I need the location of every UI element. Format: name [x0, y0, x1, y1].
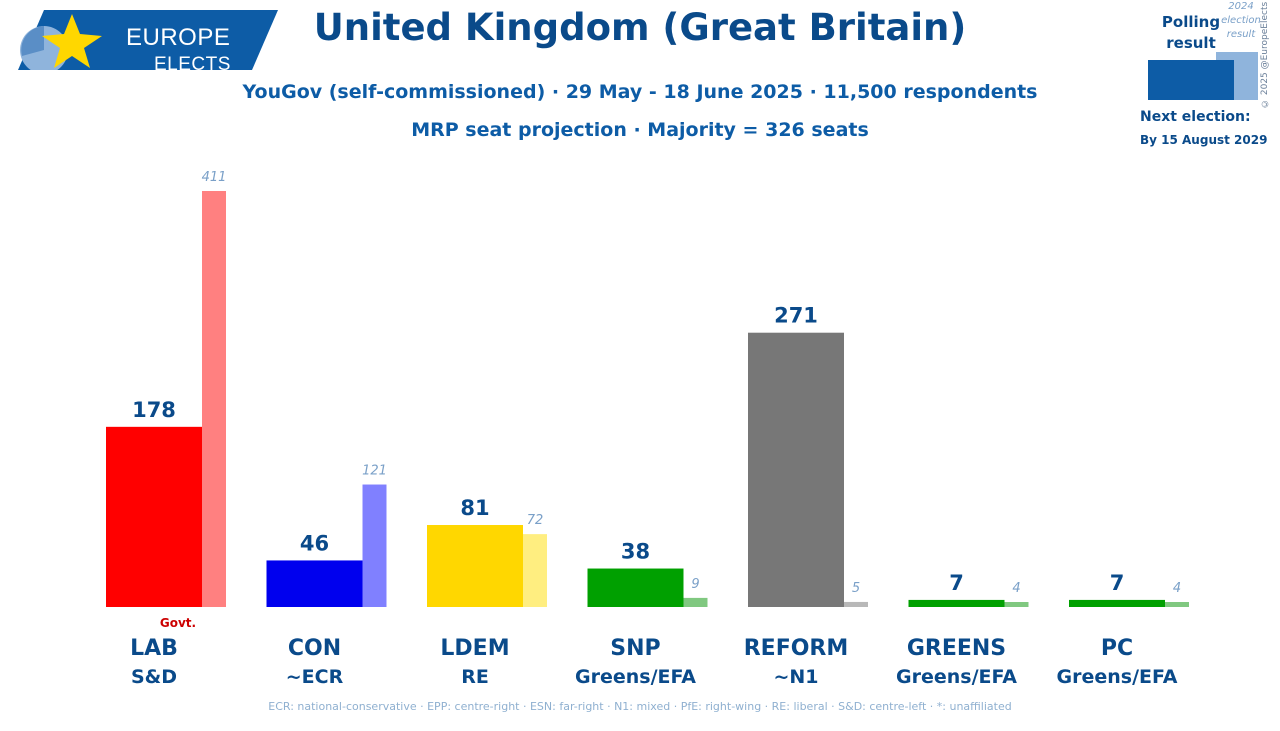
party-group-snp: Greens/EFA	[575, 666, 696, 688]
party-group-con: ~ECR	[285, 666, 344, 688]
party-name-greens: GREENS	[906, 636, 1007, 661]
bar-previous-greens	[1004, 602, 1029, 607]
bar-polling-reform	[748, 332, 844, 607]
logo-graphic	[18, 10, 278, 74]
party-name-lab: LAB	[130, 636, 178, 661]
bar-polling-con	[266, 560, 363, 607]
party-name-con: CON	[287, 636, 342, 661]
bar-polling-ldem	[427, 525, 523, 607]
party-name-reform: REFORM	[743, 636, 849, 661]
bar-polling-greens	[908, 599, 1005, 607]
legend: Polling result 2024 election result © 20…	[1140, 0, 1280, 160]
party-group-ldem: RE	[461, 666, 489, 688]
group-legend-footer: ECR: national-conservative · EPP: centre…	[268, 700, 1012, 713]
value-label-previous-snp: 9	[691, 577, 699, 592]
next-election-date: By 15 August 2029	[1140, 133, 1268, 147]
chart-title: United Kingdom (Great Britain)	[313, 6, 967, 49]
value-label-previous-ldem: 72	[527, 513, 544, 528]
party-name-ldem: LDEM	[440, 636, 510, 661]
bar-previous-con	[362, 484, 387, 607]
value-label-previous-lab: 411	[202, 170, 227, 185]
value-label-polling-pc: 7	[1110, 571, 1125, 595]
value-label-previous-pc: 4	[1173, 581, 1181, 596]
value-label-polling-reform: 271	[774, 304, 818, 328]
value-label-previous-reform: 5	[852, 581, 860, 596]
logo-text-europe: EUROPE	[126, 24, 231, 51]
value-label-previous-con: 121	[362, 464, 387, 479]
projection-subtitle: MRP seat projection · Majority = 326 sea…	[411, 119, 869, 141]
legend-polling-swatch	[1148, 60, 1234, 100]
logo-text-elects: ELECTS	[154, 54, 231, 75]
party-name-pc: PC	[1100, 636, 1134, 661]
annotation-govt: Govt.	[160, 616, 196, 630]
value-label-polling-lab: 178	[132, 398, 176, 422]
value-label-previous-greens: 4	[1012, 581, 1020, 596]
value-label-polling-ldem: 81	[460, 496, 489, 520]
bar-polling-lab	[106, 426, 202, 607]
europe-elects-logo: EUROPE ELECTS	[14, 10, 278, 75]
bar-previous-ldem	[523, 534, 547, 607]
legend-previous-label: 2024 election result	[1221, 1, 1261, 40]
bar-previous-pc	[1165, 602, 1189, 607]
party-group-reform: ~N1	[773, 666, 819, 688]
party-group-lab: S&D	[130, 666, 178, 688]
party-name-snp: SNP	[610, 636, 661, 661]
poll-subtitle: YouGov (self-commissioned) · 29 May - 18…	[242, 81, 1038, 103]
next-election-label: Next election:	[1140, 109, 1251, 125]
legend-polling-label: Polling result	[1161, 13, 1221, 52]
party-group-pc: Greens/EFA	[1056, 666, 1178, 688]
bar-polling-snp	[587, 568, 684, 607]
bar-previous-lab	[202, 191, 226, 607]
value-label-polling-con: 46	[300, 531, 329, 555]
bar-previous-snp	[683, 597, 708, 607]
party-group-greens: Greens/EFA	[896, 666, 1017, 688]
bar-polling-pc	[1069, 599, 1165, 607]
bar-previous-reform	[844, 601, 868, 607]
value-label-polling-greens: 7	[949, 571, 964, 595]
value-label-polling-snp: 38	[621, 540, 650, 564]
